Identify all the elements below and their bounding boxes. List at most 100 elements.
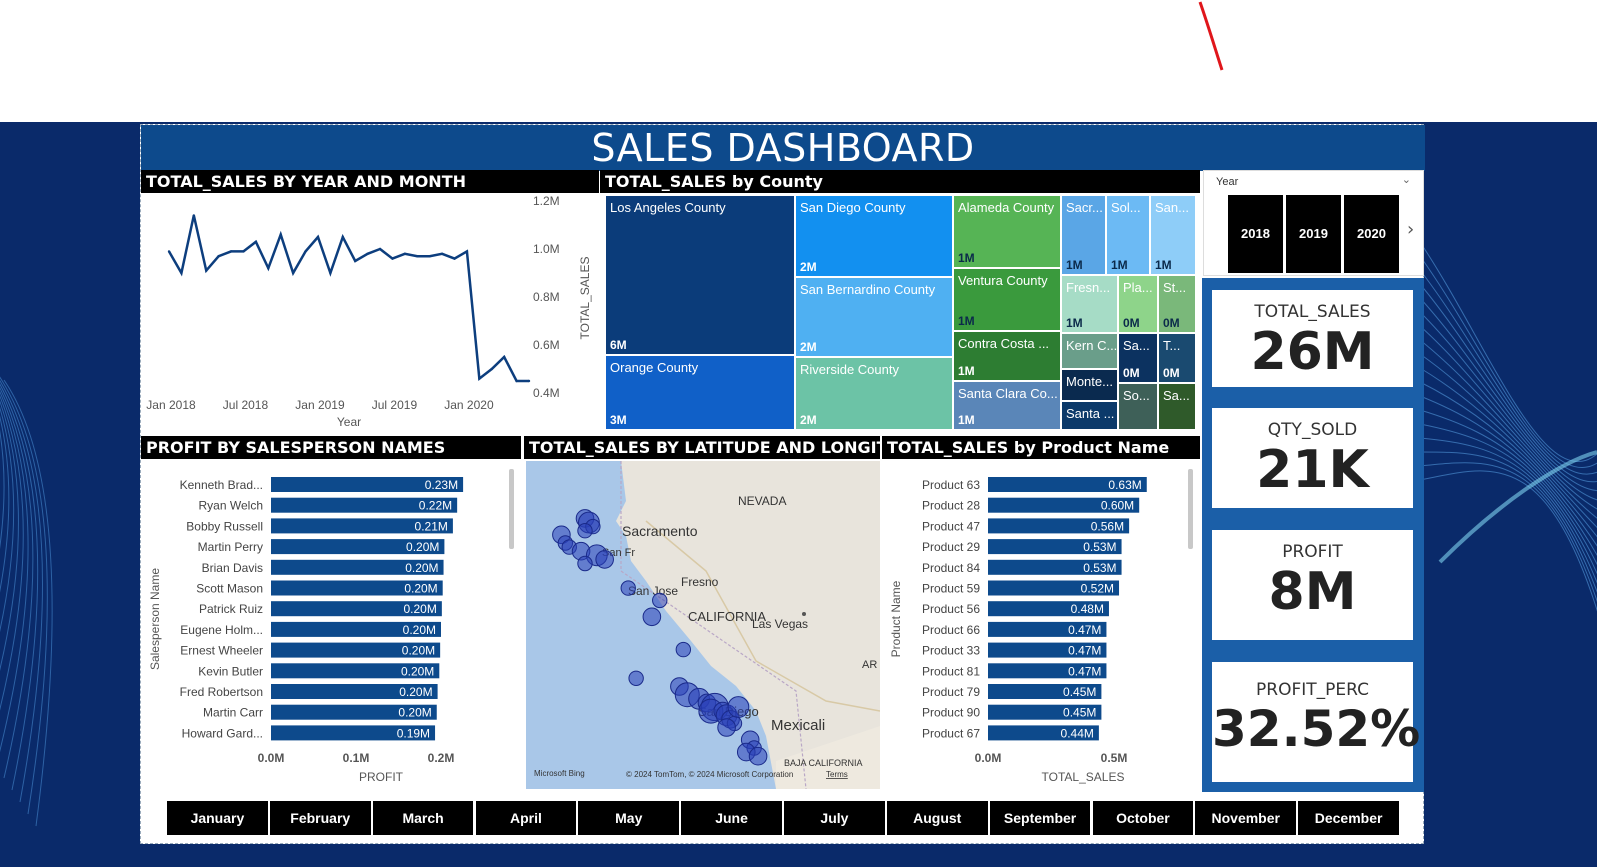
- treemap-cell[interactable]: Santa ...: [1061, 401, 1118, 430]
- month-button[interactable]: March: [372, 801, 476, 835]
- treemap-cell-label: San Diego County: [800, 200, 906, 215]
- month-button[interactable]: April: [475, 801, 579, 835]
- bar-value-label: 0.20M: [399, 685, 432, 699]
- profit-bar-panel[interactable]: PROFIT BY SALESPERSON NAMES Kenneth Brad…: [141, 436, 521, 792]
- wave-line: [1419, 283, 1597, 483]
- treemap-cell[interactable]: Sa...: [1158, 383, 1196, 430]
- map-place-label: Las Vegas: [752, 617, 808, 631]
- treemap-cell[interactable]: San Diego County 2M: [795, 195, 953, 277]
- x-tick-label: Jul 2019: [372, 398, 418, 412]
- wave-line: [0, 415, 10, 593]
- map-place-label: San Jose: [628, 584, 678, 598]
- wave-line: [0, 429, 5, 549]
- treemap-cell[interactable]: T... 0M: [1158, 333, 1196, 383]
- chevron-right-icon[interactable]: ›: [1407, 219, 1415, 240]
- treemap-cell[interactable]: Orange County 3M: [605, 355, 795, 430]
- treemap-cell[interactable]: Alameda County 1M: [953, 195, 1061, 268]
- treemap-cell[interactable]: Kern C...: [1061, 333, 1118, 369]
- data-point: [515, 379, 518, 383]
- month-button[interactable]: November: [1195, 801, 1299, 835]
- kpi-card-profit-perc: PROFIT_PERC 32.52%: [1208, 658, 1421, 786]
- line-chart[interactable]: 1.2M 1.0M 0.8M 0.6M 0.4M Jan 2018 Jul 2018 Jan …: [141, 193, 599, 434]
- treemap-cell[interactable]: Los Angeles County 6M: [605, 195, 795, 355]
- month-button[interactable]: January: [167, 801, 270, 835]
- treemap-cell[interactable]: Sa... 0M: [1118, 333, 1158, 383]
- kpi-value: 32.52%: [1212, 700, 1421, 758]
- data-point: [291, 271, 295, 275]
- treemap-cell-value: 1M: [1111, 258, 1128, 272]
- product-bar-chart[interactable]: Product 63 0.63M Product 28 0.60M Product 47…: [882, 459, 1200, 792]
- month-button[interactable]: October: [1092, 801, 1196, 835]
- treemap-cell-value: 0M: [1123, 366, 1140, 380]
- x-tick-label: Jan 2020: [444, 398, 494, 412]
- scrollbar-thumb: [509, 469, 514, 549]
- year-slicer[interactable]: Year ⌄ 2018 2019 2020 ›: [1203, 170, 1424, 276]
- map-place-label: Sacramento: [622, 523, 698, 539]
- data-point: [242, 250, 245, 253]
- treemap-cell[interactable]: Pla... 0M: [1118, 275, 1158, 333]
- map-place-label: Fresno: [681, 575, 719, 589]
- line-chart-panel[interactable]: TOTAL_SALES BY YEAR AND MONTH 1.2M 1.0M 0.…: [141, 170, 599, 434]
- kpi-label: TOTAL_SALES: [1254, 302, 1371, 322]
- map-bubble: [727, 696, 750, 718]
- treemap-cell-value: 6M: [610, 338, 627, 352]
- product-bar-panel[interactable]: TOTAL_SALES by Product Name Product 63 0.…: [882, 436, 1200, 792]
- data-point: [416, 255, 419, 258]
- year-button-2020[interactable]: 2020: [1344, 195, 1399, 273]
- month-slicer[interactable]: January February March April May June July Augu…: [167, 801, 1401, 835]
- treemap-chart[interactable]: Los Angeles County 6M Orange County 3M San D…: [605, 195, 1196, 430]
- month-button[interactable]: July: [784, 801, 887, 835]
- treemap-cell[interactable]: Sacr... 1M: [1061, 195, 1106, 275]
- bar: [988, 497, 1140, 513]
- data-point: [465, 250, 469, 253]
- bar-value-label: 0.45M: [1063, 685, 1096, 699]
- map-place-label: CALIFORNIA: [688, 609, 766, 624]
- map-panel[interactable]: TOTAL_SALES BY LATITUDE AND LONGITUDE NE…: [524, 436, 880, 792]
- treemap-cell[interactable]: Contra Costa ... 1M: [953, 331, 1061, 381]
- wave-line: [3, 379, 53, 827]
- wave-line: [1419, 269, 1597, 475]
- treemap-cell[interactable]: San Bernardino County 2M: [795, 277, 953, 357]
- wave-line: [0, 406, 15, 632]
- chevron-down-icon[interactable]: ⌄: [1401, 173, 1411, 186]
- kpi-label: PROFIT_PERC: [1256, 680, 1369, 700]
- treemap-cell[interactable]: Fresn... 1M: [1061, 275, 1118, 333]
- treemap-cell-label: Orange County: [610, 360, 699, 375]
- x-axis-title: Year: [337, 415, 361, 429]
- treemap-cell[interactable]: Sol... 1M: [1106, 195, 1150, 275]
- bar-value-label: 0.20M: [404, 582, 437, 596]
- bar-value-label: 0.60M: [1101, 499, 1134, 513]
- bar-value-label: 0.22M: [419, 499, 452, 513]
- treemap-cell[interactable]: St... 0M: [1158, 275, 1196, 333]
- wave-line: [0, 387, 34, 779]
- treemap-panel[interactable]: TOTAL_SALES by County Los Angeles County…: [600, 170, 1200, 434]
- year-button-2019[interactable]: 2019: [1286, 195, 1341, 273]
- kpi-card-qty-sold: QTY_SOLD 21K: [1208, 404, 1417, 512]
- treemap-cell-value: 1M: [1066, 316, 1083, 330]
- month-button[interactable]: February: [269, 801, 373, 835]
- month-button[interactable]: May: [578, 801, 682, 835]
- month-button[interactable]: September: [989, 801, 1093, 835]
- treemap-cell[interactable]: Ventura County 1M: [953, 268, 1061, 331]
- data-point: [180, 271, 183, 275]
- treemap-cell[interactable]: San... 1M: [1150, 195, 1196, 275]
- year-button-2018[interactable]: 2018: [1228, 195, 1283, 273]
- data-point: [428, 255, 431, 258]
- wave-line: [1419, 255, 1597, 468]
- treemap-cell[interactable]: Santa Clara Co... 1M: [953, 381, 1061, 430]
- treemap-cell-label: San...: [1155, 200, 1189, 215]
- wave-line: [1419, 353, 1597, 529]
- treemap-cell[interactable]: Monte...: [1061, 369, 1118, 401]
- month-button[interactable]: August: [886, 801, 990, 835]
- wave-line: [0, 383, 39, 791]
- wave-line: [0, 390, 29, 752]
- treemap-cell[interactable]: Riverside County 2M: [795, 357, 953, 430]
- month-button[interactable]: December: [1298, 801, 1401, 835]
- profit-bar-chart[interactable]: Kenneth Brad... 0.23M Ryan Welch 0.22M Bobby…: [141, 459, 521, 792]
- y-tick-label: 1.0M: [533, 242, 560, 256]
- data-point: [267, 267, 270, 270]
- data-point: [254, 240, 258, 243]
- month-button[interactable]: June: [681, 801, 784, 835]
- treemap-cell[interactable]: So...: [1118, 383, 1158, 430]
